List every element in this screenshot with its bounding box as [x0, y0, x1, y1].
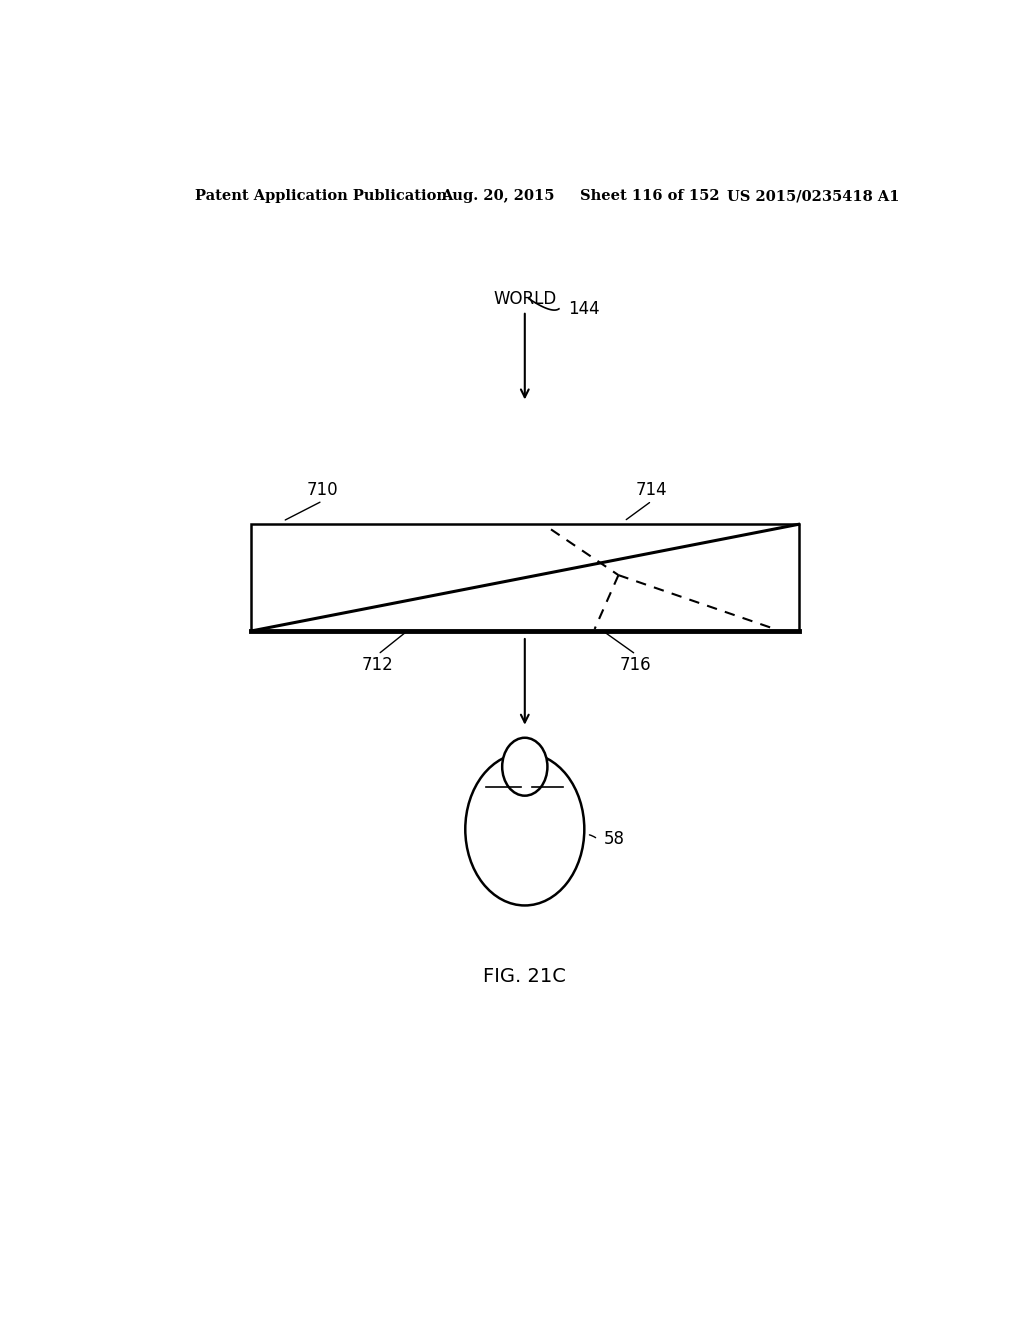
- Circle shape: [465, 752, 585, 906]
- Text: 144: 144: [568, 300, 600, 318]
- Text: 710: 710: [306, 480, 338, 499]
- Text: 712: 712: [362, 656, 394, 675]
- Text: FIG. 21C: FIG. 21C: [483, 968, 566, 986]
- Text: US 2015/0235418 A1: US 2015/0235418 A1: [727, 189, 900, 203]
- Text: 58: 58: [604, 830, 626, 849]
- Bar: [251, 524, 799, 631]
- Text: WORLD: WORLD: [494, 289, 556, 308]
- Text: 714: 714: [636, 480, 668, 499]
- Text: 716: 716: [621, 656, 651, 675]
- Text: Patent Application Publication: Patent Application Publication: [196, 189, 447, 203]
- Circle shape: [502, 738, 548, 796]
- Text: Aug. 20, 2015: Aug. 20, 2015: [441, 189, 555, 203]
- Text: Sheet 116 of 152: Sheet 116 of 152: [581, 189, 720, 203]
